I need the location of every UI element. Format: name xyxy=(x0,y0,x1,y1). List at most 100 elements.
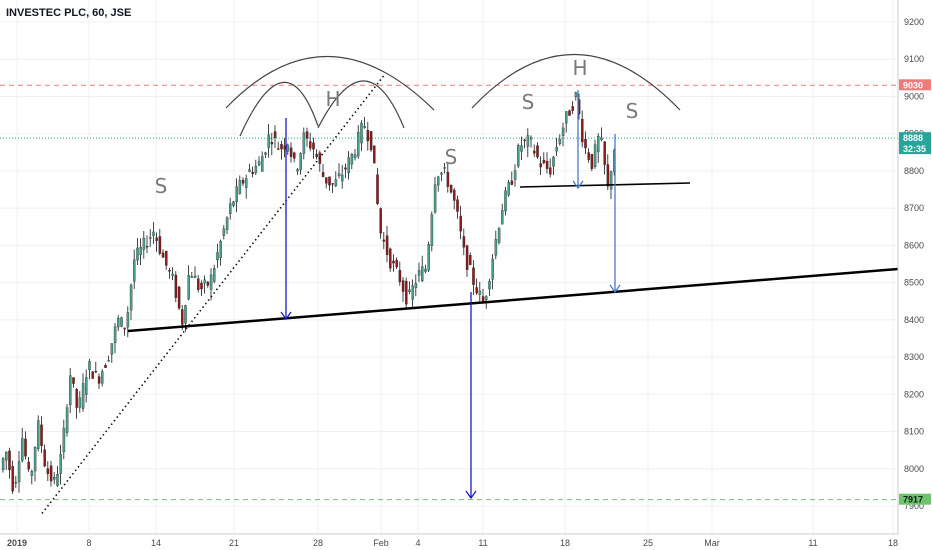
candle-body xyxy=(411,285,414,300)
candle-body xyxy=(158,236,162,254)
candle-body xyxy=(49,465,53,482)
candle-body xyxy=(286,144,290,152)
candle-body xyxy=(30,471,34,476)
candle-body xyxy=(363,126,366,128)
candle-body xyxy=(257,161,261,166)
candle-body xyxy=(373,145,376,164)
candle-body xyxy=(475,287,478,294)
candle-body xyxy=(545,160,549,169)
candle-body xyxy=(337,173,341,177)
candle-body xyxy=(517,145,520,167)
candle-body xyxy=(181,309,184,325)
candle-body xyxy=(513,170,517,180)
candle-body xyxy=(485,296,488,300)
x-tick-label: 21 xyxy=(229,538,239,548)
pattern-label: H xyxy=(572,56,587,80)
candle-body xyxy=(581,118,584,143)
candle-body xyxy=(357,131,360,157)
candle-body xyxy=(424,268,427,272)
price-level-badge xyxy=(899,132,931,155)
x-tick-label: Mar xyxy=(704,538,720,548)
candle-body xyxy=(360,122,363,144)
candle-body xyxy=(277,148,280,150)
x-tick-label: Feb xyxy=(373,538,389,548)
candle-body xyxy=(296,169,299,172)
price-level-label: 7917 xyxy=(903,495,923,505)
candle-body xyxy=(350,153,354,165)
candle-body xyxy=(507,182,510,196)
candle-body xyxy=(78,397,82,408)
candle-body xyxy=(190,276,194,278)
candle-body xyxy=(529,137,533,140)
candle-body xyxy=(488,280,491,290)
candle-body xyxy=(94,370,98,373)
candle-body xyxy=(14,482,18,484)
candle-body xyxy=(40,424,43,446)
y-tick-label: 9000 xyxy=(904,91,924,101)
candle-body xyxy=(430,214,434,247)
candle-body xyxy=(245,178,248,188)
pattern-label: S xyxy=(626,99,639,123)
candle-body xyxy=(81,383,85,409)
candle-body xyxy=(126,312,130,328)
candle-body xyxy=(241,179,245,184)
candle-body xyxy=(270,142,274,145)
candle-body xyxy=(597,136,600,153)
candle-body xyxy=(139,246,142,256)
candle-body xyxy=(251,171,254,175)
candle-body xyxy=(27,461,30,470)
candle-body xyxy=(37,420,40,449)
candle-body xyxy=(389,248,392,269)
candle-body xyxy=(46,468,50,474)
pattern-label: S xyxy=(522,90,535,114)
y-tick-label: 8600 xyxy=(904,240,924,250)
candle-body xyxy=(398,270,402,283)
candle-body xyxy=(568,110,571,116)
candle-body xyxy=(238,180,242,194)
candle-body xyxy=(145,246,149,248)
candle-body xyxy=(216,252,219,261)
candle-body xyxy=(609,171,613,190)
candle-body xyxy=(344,167,347,170)
y-tick-label: 9100 xyxy=(904,54,924,64)
candle-body xyxy=(395,259,398,268)
y-tick-label: 8100 xyxy=(904,427,924,437)
candle-body xyxy=(302,132,306,154)
candle-body xyxy=(1,458,5,470)
candle-body xyxy=(254,165,258,173)
candle-body xyxy=(494,239,498,256)
candle-body xyxy=(149,237,152,239)
y-tick-label: 8000 xyxy=(904,464,924,474)
candle-body xyxy=(161,252,165,258)
candle-body xyxy=(369,131,373,151)
candle-body xyxy=(379,208,382,234)
candle-body xyxy=(478,290,482,295)
x-tick-label: 2019 xyxy=(7,538,27,548)
candle-body xyxy=(232,201,235,206)
candle-body xyxy=(33,447,37,472)
candle-body xyxy=(177,286,181,309)
candle-body xyxy=(24,438,27,457)
candle-body xyxy=(193,275,197,278)
candle-body xyxy=(453,189,456,201)
candle-body xyxy=(213,268,216,282)
x-tick-label: 18 xyxy=(560,538,570,548)
candle-body xyxy=(133,259,136,282)
candle-body xyxy=(72,377,75,384)
candle-body xyxy=(187,275,190,300)
candle-body xyxy=(469,255,472,265)
candle-body xyxy=(104,365,107,368)
price-level-badge xyxy=(899,79,931,91)
candle-body xyxy=(382,239,386,242)
candle-body xyxy=(101,371,104,384)
arrow-head xyxy=(465,490,477,500)
candle-body xyxy=(555,146,558,152)
neckline-main xyxy=(127,267,899,333)
arrow-head xyxy=(609,284,621,294)
candle-body xyxy=(264,152,267,155)
candle-body xyxy=(97,376,101,384)
candle-body xyxy=(299,153,302,171)
candle-body xyxy=(392,260,395,264)
candle-body xyxy=(91,371,94,379)
